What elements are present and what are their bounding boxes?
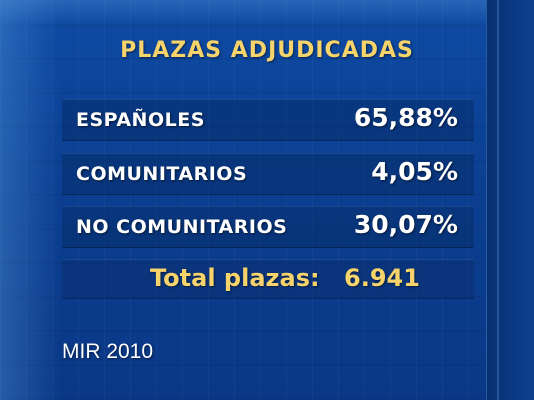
background-right-band	[486, 0, 534, 400]
total-value: 6.941	[344, 264, 420, 292]
background-top-strip	[0, 0, 534, 26]
stat-label: ESPAÑOLES	[76, 109, 205, 131]
background-glow	[0, 0, 60, 400]
footer-caption: MIR 2010	[62, 340, 154, 363]
stat-label: NO COMUNITARIOS	[76, 216, 288, 238]
total-row: Total plazas: 6.941	[62, 259, 474, 299]
stat-value: 65,88%	[353, 103, 458, 132]
stat-label: COMUNITARIOS	[76, 163, 248, 185]
stat-value: 4,05%	[371, 157, 458, 186]
stat-row-comunitarios: COMUNITARIOS 4,05%	[62, 153, 474, 195]
total-label: Total plazas:	[150, 264, 320, 292]
stat-row-no-comunitarios: NO COMUNITARIOS 30,07%	[62, 206, 474, 248]
stat-value: 30,07%	[353, 210, 458, 239]
graphic-title: PLAZAS ADJUDICADAS	[120, 38, 414, 63]
stat-row-espanoles: ESPAÑOLES 65,88%	[62, 99, 474, 141]
